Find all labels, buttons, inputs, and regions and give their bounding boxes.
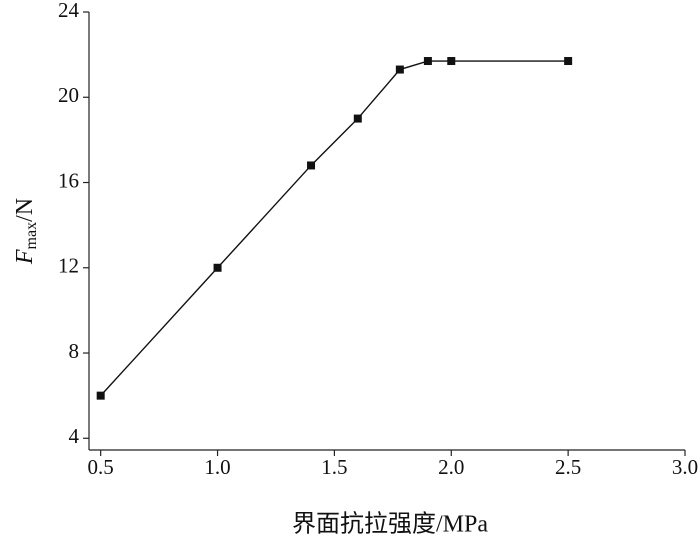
x-tick-label: 1.0 xyxy=(204,455,230,479)
y-label-subscript: max xyxy=(23,222,40,250)
x-tick-label: 3.0 xyxy=(672,455,698,479)
marker xyxy=(307,161,316,170)
marker xyxy=(447,57,456,66)
marker xyxy=(395,65,404,74)
y-tick-label: 12 xyxy=(58,254,79,278)
y-label-unit: /N xyxy=(12,198,38,222)
y-tick-label: 20 xyxy=(58,83,79,107)
marker xyxy=(423,57,432,66)
x-axis-label: 界面抗拉强度/MPa xyxy=(292,511,488,538)
marker xyxy=(564,57,573,66)
data-line xyxy=(100,60,569,397)
y-label-symbol: F xyxy=(12,249,38,265)
y-tick-label: 16 xyxy=(58,168,79,192)
x-tick-label: 0.5 xyxy=(88,455,114,479)
y-axis-label: Fmax/N xyxy=(12,198,40,265)
y-tick-label: 8 xyxy=(69,339,80,363)
marker xyxy=(353,114,362,123)
y-tick-label: 4 xyxy=(69,424,80,448)
marker xyxy=(213,263,222,272)
x-tick-label: 2.5 xyxy=(555,455,581,479)
x-tick-label: 1.5 xyxy=(321,455,347,479)
x-tick-label: 2.0 xyxy=(438,455,464,479)
y-tick-label: 24 xyxy=(58,0,80,22)
marker xyxy=(96,391,105,400)
